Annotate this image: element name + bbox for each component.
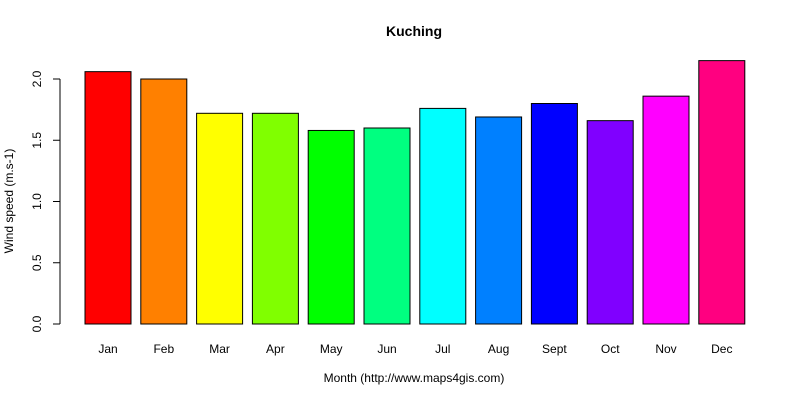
bar-may bbox=[307, 129, 355, 325]
bar-oct bbox=[586, 120, 634, 325]
bar-dec bbox=[698, 60, 746, 325]
bar-nov bbox=[642, 95, 690, 325]
bar-aug bbox=[475, 116, 523, 325]
y-axis: 0.0 0.5 1.0 1.5 2.0 bbox=[30, 70, 61, 332]
x-tick-label: Dec bbox=[711, 342, 732, 356]
bars bbox=[84, 60, 746, 325]
x-tick-label: Feb bbox=[153, 342, 174, 356]
bar-jun bbox=[363, 127, 411, 325]
x-tick-label: Jun bbox=[377, 342, 396, 356]
x-tick-label: Apr bbox=[266, 342, 285, 356]
y-axis-label: Wind speed (m.s-1) bbox=[2, 149, 16, 254]
x-tick-label: May bbox=[320, 342, 343, 356]
x-tick-label: Mar bbox=[209, 342, 230, 356]
x-tick-labels: Jan Feb Mar Apr May Jun Jul Aug Sept Oct Nov Dec bbox=[98, 342, 732, 356]
bar-jan bbox=[84, 71, 132, 325]
y-tick-label: 0.0 bbox=[30, 315, 44, 332]
x-axis-label: Month (http://www.maps4gis.com) bbox=[324, 371, 505, 385]
x-tick-label: Nov bbox=[655, 342, 676, 356]
bar-mar bbox=[196, 112, 244, 325]
bar-feb bbox=[140, 78, 188, 325]
bar-apr bbox=[251, 112, 299, 325]
x-tick-label: Jul bbox=[435, 342, 450, 356]
y-tick-label: 0.5 bbox=[30, 254, 44, 271]
x-tick-label: Aug bbox=[488, 342, 509, 356]
bar-sept bbox=[530, 103, 578, 325]
x-tick-label: Sept bbox=[542, 342, 567, 356]
y-tick-label: 1.5 bbox=[30, 132, 44, 149]
y-tick-label: 2.0 bbox=[30, 70, 44, 87]
chart-title: Kuching bbox=[386, 23, 442, 39]
bar-jul bbox=[419, 107, 467, 325]
x-tick-label: Jan bbox=[98, 342, 117, 356]
x-tick-label: Oct bbox=[601, 342, 620, 356]
y-tick-label: 1.0 bbox=[30, 193, 44, 210]
